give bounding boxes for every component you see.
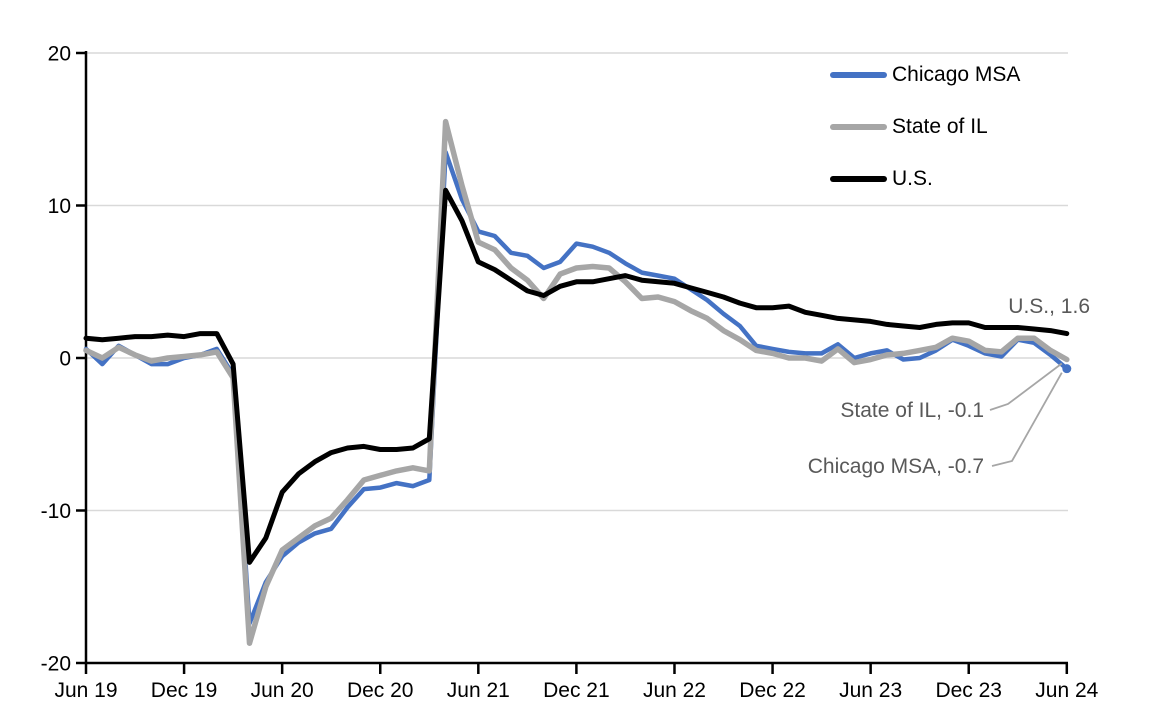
x-tick-label-5: Dec 21 — [543, 679, 610, 702]
legend: Chicago MSA State of IL U.S. — [830, 49, 1020, 205]
legend-label-state-of-il: State of IL — [892, 115, 988, 138]
series-line-u-s- — [83, 187, 1070, 565]
y-tick-label-0: 0 — [59, 348, 71, 371]
legend-item-us: U.S. — [830, 153, 1020, 205]
legend-label-chicago-msa: Chicago MSA — [892, 63, 1021, 86]
legend-label-us: U.S. — [892, 167, 933, 190]
x-tick-label-2: Jun 20 — [251, 679, 314, 702]
annotation-leader-state-of-il — [989, 362, 1063, 411]
x-tick-label-7: Dec 22 — [739, 679, 806, 702]
annotation-chicago-msa: Chicago MSA, -0.7 — [807, 455, 984, 478]
x-tick-label-9: Dec 23 — [935, 679, 1002, 702]
x-tick-label-10: Jun 24 — [1035, 679, 1098, 702]
x-tick-label-4: Jun 21 — [447, 679, 510, 702]
x-tick-label-0: Jun 19 — [54, 679, 117, 702]
y-tick-label--20: -20 — [41, 653, 71, 676]
series-end-dot — [1062, 364, 1072, 374]
annotation-leader-chicago-msa — [991, 372, 1063, 467]
annotation-us: U.S., 1.6 — [1008, 295, 1090, 318]
x-tick-label-8: Jun 23 — [839, 679, 902, 702]
legend-swatch-state-of-il — [830, 124, 887, 130]
y-tick-label-10: 10 — [48, 195, 71, 218]
y-tick-label--10: -10 — [41, 500, 71, 523]
series-line-state-of-il — [83, 118, 1070, 646]
legend-item-chicago-msa: Chicago MSA — [830, 49, 1020, 101]
legend-item-state-of-il: State of IL — [830, 101, 1020, 153]
annotation-state-of-il: State of IL, -0.1 — [840, 399, 984, 422]
y-tick-label-20: 20 — [48, 43, 71, 66]
x-tick-label-3: Dec 20 — [347, 679, 414, 702]
legend-swatch-chicago-msa — [830, 72, 887, 78]
x-tick-label-6: Jun 22 — [643, 679, 706, 702]
legend-swatch-us — [830, 176, 887, 182]
x-tick-label-1: Dec 19 — [151, 679, 218, 702]
